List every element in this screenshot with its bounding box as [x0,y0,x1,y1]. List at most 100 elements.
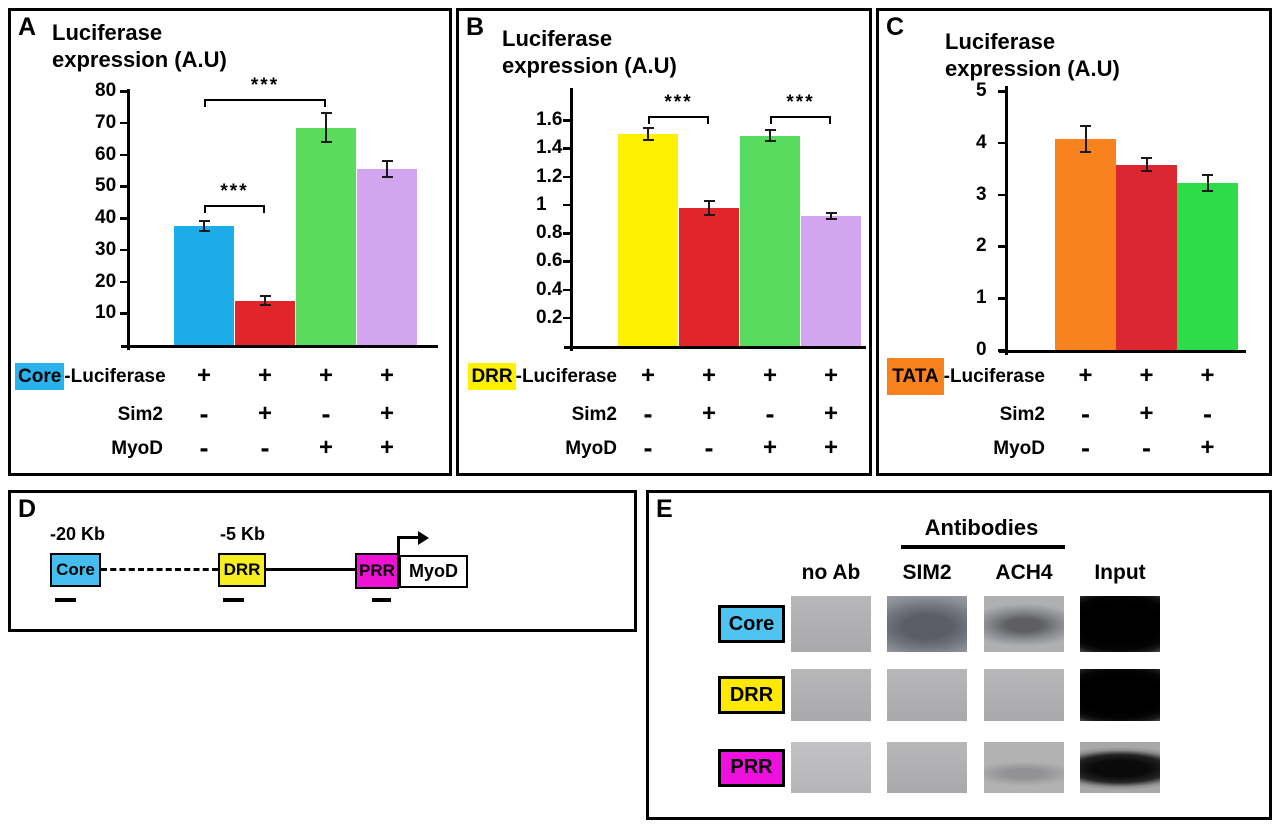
panel-b-letter: B [466,13,485,41]
drr-distance-label: -5 Kb [220,524,265,544]
y-tick-label: 2 [976,235,987,257]
antibodies-underline [901,545,1065,549]
gel-row-label-drr: DRR [718,676,785,714]
panel-c-title: Luciferase expression (A.U) [945,28,1120,82]
y-tick [120,312,128,315]
condition-0-value-2: + [1200,362,1215,389]
panel-d: D -20 Kb -5 Kb Core DRR PRR MyoD [8,490,637,632]
panel-b-title-line2: expression (A.U) [502,53,677,78]
panel-a: A Luciferase expression (A.U) 10 20 30 40 50… [8,8,452,476]
drr-prr-line [266,568,355,571]
bar-1 [679,207,739,346]
significance-stars-1: *** [786,91,815,113]
condition-row-label-0: TATA -Luciferase [883,358,1045,395]
panel-d-diagram: -20 Kb -5 Kb Core DRR PRR MyoD [11,493,634,629]
panel-a-title-line2: expression (A.U) [52,47,227,72]
panel-a-title-line1: Luciferase [52,20,163,45]
y-tick [563,147,571,150]
y-tick-label: 0.2 [536,306,563,328]
error-bar-cap-top-1 [259,295,271,298]
condition-0-value-0: + [640,362,655,389]
y-tick-label: 0 [976,339,987,360]
core-drr-dashed-line [101,568,218,571]
y-tick-label: 80 [95,80,117,101]
y-tick-label: 1.2 [536,165,563,187]
panel-c-letter: C [886,13,905,41]
gel-lane-core-no-ab [791,596,871,652]
error-bar-cap-top-1 [1141,156,1152,159]
error-bar-cap-bottom-3 [825,217,837,220]
condition-0-value-3: + [823,362,838,389]
condition-0-value-0: + [196,362,211,389]
significance-stars-0: *** [220,181,249,203]
y-tick-label: 0.8 [536,222,563,243]
tss-arrow-vertical [397,536,400,556]
condition-0-value-0: + [1078,362,1093,389]
error-bar-cap-bottom-3 [381,175,393,178]
bar-0 [1055,138,1116,350]
y-tick-label: 0.6 [536,250,563,272]
condition-0-value-2: + [318,362,333,389]
condition-1-value-1: + [1139,400,1154,427]
error-bar-3 [830,213,832,219]
y-tick-label: 10 [95,302,117,324]
condition-row-label-1: Sim2 [117,404,163,425]
error-bar-cap-bottom-2 [764,140,776,143]
y-axis-line [1005,86,1008,355]
condition-row-label-2: MyoD [111,438,163,459]
error-bar-2 [325,113,327,142]
error-bar-cap-top-0 [198,220,210,223]
panel-c-title-line1: Luciferase [945,29,1056,54]
error-bar-0 [647,128,649,140]
y-tick [563,175,571,178]
y-tick [563,203,571,207]
y-tick-label: 5 [976,80,987,101]
bar-2 [1177,183,1238,350]
gel-row-label-text: DRR [729,683,774,706]
y-tick-label: 30 [95,238,117,260]
prr-enhancer-box: PRR [355,553,399,589]
core-enhancer-label: Core [56,560,95,579]
condition-2-value-0: - [643,433,653,463]
condition-0-value-1: + [1139,362,1154,389]
bar-3 [801,216,861,346]
core-enhancer-box: Core [50,553,101,587]
condition-2-value-3: + [379,434,394,461]
reporter-highlight: DRR [468,363,516,390]
condition-1-value-0: - [199,399,209,429]
bar-1 [1116,164,1177,350]
myod-gene-box: MyoD [399,555,468,588]
condition-2-value-0: - [199,433,209,463]
y-tick [120,248,128,252]
panel-c: C Luciferase expression (A.U) 0 1 2 3 4 5 TATA… [876,8,1272,476]
condition-2-value-3: + [823,434,838,461]
y-tick-label: 70 [95,111,117,133]
gel-column-header-ach4: ACH4 [995,561,1053,584]
significance-stars-0: *** [664,91,693,113]
condition-0-value-2: + [762,362,777,389]
error-bar-cap-top-3 [381,159,393,162]
gel-lane-core-input [1080,596,1160,652]
significance-bracket-0 [204,205,265,214]
condition-row-label-2: MyoD [565,438,617,459]
bar-0 [174,225,234,345]
y-tick [563,316,571,320]
error-bar-1 [264,296,266,305]
drr-enhancer-label: DRR [223,560,261,579]
prr-primer-mark [372,598,391,602]
condition-1-value-3: + [379,400,394,427]
condition-1-value-3: + [823,400,838,427]
gel-lane-drr-input [1080,669,1160,721]
error-bar-cap-top-2 [1202,173,1213,176]
panel-c-chart: 0 1 2 3 4 5 TATA -Luciferase + + + Sim2 - + - MyoD - - + [879,11,1269,473]
error-bar-0 [203,221,205,231]
panel-b-title-line1: Luciferase [502,26,613,51]
bar-0 [618,134,678,346]
condition-row-label-1: Sim2 [999,404,1045,425]
condition-1-value-2: - [321,399,331,429]
condition-2-value-1: - [260,433,270,463]
condition-0-value-3: + [379,362,394,389]
y-tick [563,288,571,291]
y-tick [998,297,1006,300]
gel-lane-prr-ach4 [984,742,1064,793]
